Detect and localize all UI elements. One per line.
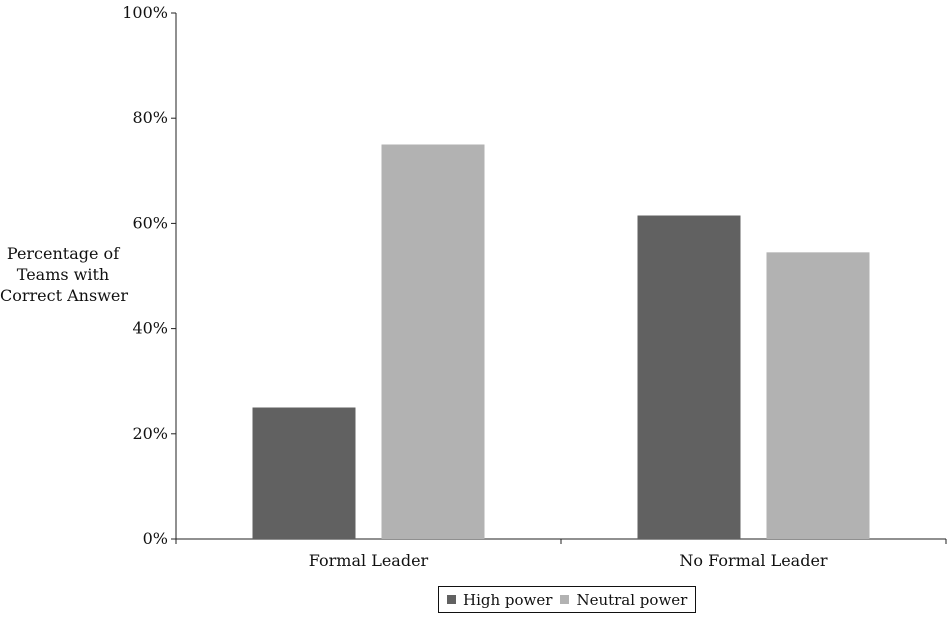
y-axis-title-line: Teams with bbox=[16, 265, 110, 284]
x-axis bbox=[175, 538, 947, 544]
y-tick-label: 40% bbox=[132, 319, 168, 338]
y-axis-title-line: Correct Answer bbox=[0, 286, 128, 305]
bar-neutral-power-formal-leader bbox=[381, 144, 485, 539]
legend-item-high-power: High power bbox=[447, 591, 552, 609]
legend-swatch-neutral-power bbox=[560, 595, 570, 604]
y-tick-label: 100% bbox=[122, 3, 168, 22]
legend-label-neutral-power: Neutral power bbox=[576, 590, 688, 609]
bars bbox=[252, 144, 870, 539]
y-tick-label: 60% bbox=[132, 213, 168, 232]
bar-neutral-power-no-formal-leader bbox=[766, 252, 870, 539]
y-tick-label: 80% bbox=[132, 108, 168, 127]
y-axis-title: Percentage of Teams with Correct Answer bbox=[0, 243, 128, 306]
legend: High power Neutral power bbox=[438, 586, 697, 613]
bar-high-power-formal-leader bbox=[252, 407, 356, 539]
category-labels: Formal Leader No Formal Leader bbox=[309, 551, 828, 570]
legend-item-neutral-power: Neutral power bbox=[560, 591, 687, 609]
legend-label-high-power: High power bbox=[463, 590, 553, 609]
y-axis: 0% 20% 40% 60% 80% 100% bbox=[122, 3, 177, 548]
x-category-label: No Formal Leader bbox=[679, 551, 827, 570]
y-tick-label: 0% bbox=[143, 529, 168, 548]
bar-high-power-no-formal-leader bbox=[637, 215, 741, 539]
legend-swatch-high-power bbox=[447, 595, 456, 604]
y-axis-title-line: Percentage of bbox=[6, 244, 120, 263]
x-category-label: Formal Leader bbox=[309, 551, 429, 570]
y-tick-label: 20% bbox=[132, 424, 168, 443]
